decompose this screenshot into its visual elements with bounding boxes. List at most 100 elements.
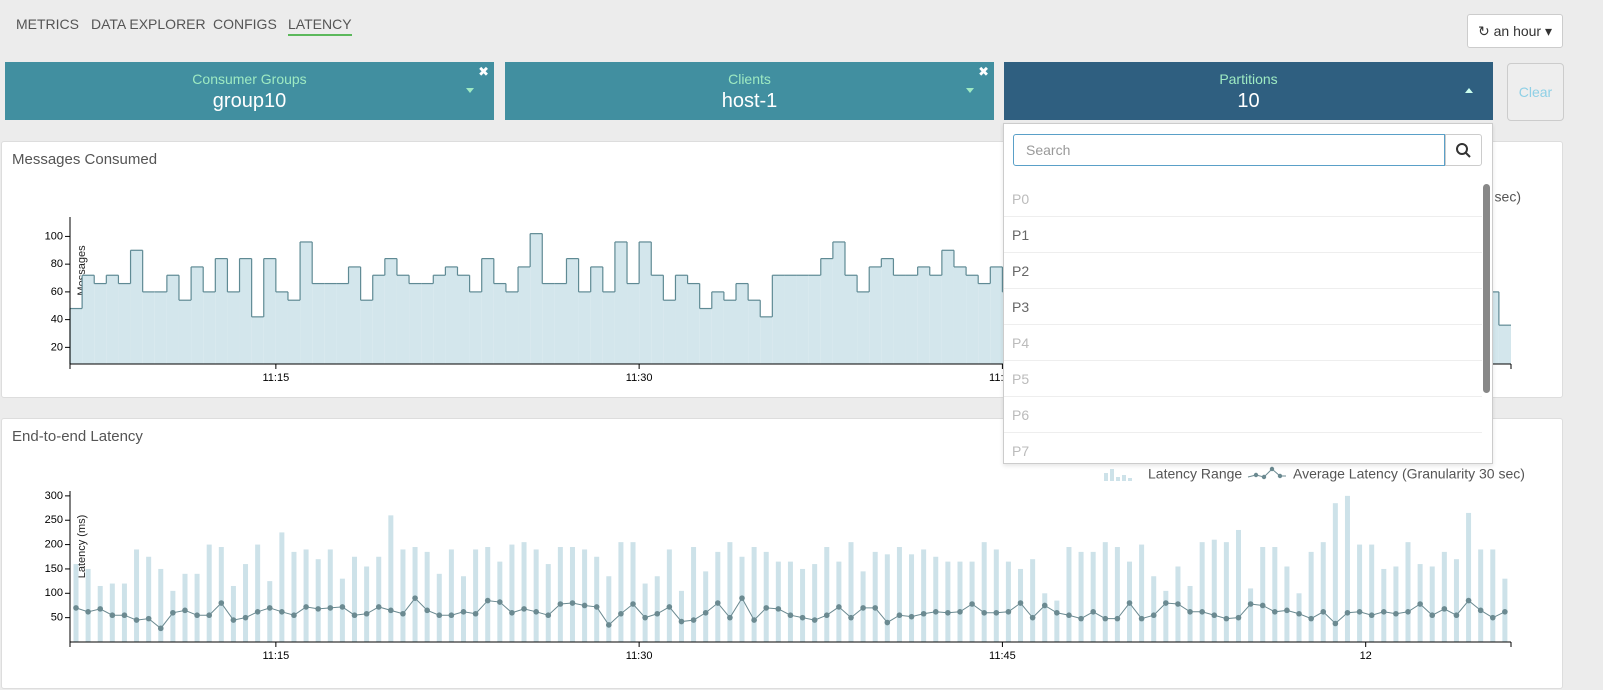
range-bar: [1042, 593, 1048, 642]
average-point: [690, 617, 697, 623]
average-point: [872, 605, 879, 611]
legend-icon: [1277, 473, 1283, 479]
average-point: [303, 604, 309, 610]
granularity-note: (Granularity 30 sec): [1402, 466, 1525, 482]
average-point: [1308, 615, 1314, 622]
area-step: [893, 275, 906, 364]
filter[interactable]: Partitions 10: [1004, 62, 1493, 120]
range-bar: [993, 549, 999, 642]
dropdown-item[interactable]: P3: [1004, 289, 1482, 325]
dropdown-item[interactable]: P4: [1004, 325, 1482, 361]
range-bar: [1393, 566, 1399, 642]
average-point: [182, 607, 188, 614]
average-point: [1332, 620, 1339, 627]
range-bar: [1453, 559, 1459, 642]
average-point: [1138, 615, 1145, 622]
range-bar: [424, 551, 430, 642]
dropdown-item[interactable]: P5: [1004, 361, 1482, 397]
search-button[interactable]: [1445, 134, 1482, 166]
range-bar: [545, 564, 551, 642]
area-step: [990, 266, 1003, 364]
dropdown-item[interactable]: P7: [1004, 433, 1482, 463]
area-step: [263, 258, 276, 364]
range-bar: [243, 564, 249, 642]
dropdown-item[interactable]: P2: [1004, 253, 1482, 289]
average-point: [1005, 609, 1012, 615]
scrollbar[interactable]: [1483, 184, 1490, 393]
filter-label: Partitions: [1219, 71, 1278, 87]
filter-close[interactable]: ✖: [978, 64, 989, 79]
dropdown-item[interactable]: P1: [1004, 217, 1482, 253]
legend-label: Average Latency: [1293, 466, 1398, 482]
filter-caret: [466, 88, 474, 93]
average-point: [727, 614, 733, 621]
y-tick-label: 40: [51, 314, 63, 326]
dropdown-item[interactable]: P6: [1004, 397, 1482, 433]
average-point: [1429, 612, 1436, 619]
average-point: [1356, 609, 1363, 615]
area-step: [505, 291, 519, 364]
average-point: [424, 607, 430, 614]
area-step: [820, 258, 833, 364]
y-tick-label: 100: [45, 587, 63, 599]
search-input[interactable]: Search: [1013, 134, 1445, 166]
range-bar: [194, 573, 200, 642]
range-bar: [303, 549, 309, 642]
area-step: [953, 266, 967, 364]
average-point: [739, 595, 745, 601]
area-step: [142, 291, 155, 364]
range-bar: [327, 549, 333, 642]
average-point: [775, 606, 782, 612]
nav-tab[interactable]: CONFIGS: [213, 16, 277, 32]
nav-tab[interactable]: DATA EXPLORER: [91, 16, 206, 32]
average-point: [388, 607, 394, 614]
area-step: [602, 291, 615, 364]
average-point: [509, 609, 515, 616]
average-point: [993, 609, 1000, 616]
range-bar: [691, 547, 697, 642]
range-bar: [412, 547, 418, 642]
time-range: an hour: [1493, 23, 1542, 39]
dropdown-item[interactable]: P0: [1004, 181, 1482, 217]
filter[interactable]: Clients host-1 ✖: [505, 62, 994, 120]
area-step: [566, 258, 579, 364]
average-point: [1417, 601, 1423, 607]
range-bar: [630, 542, 636, 642]
range-bar: [1441, 551, 1447, 642]
average-point: [497, 599, 503, 605]
area-step: [336, 283, 349, 364]
filter-close[interactable]: ✖: [478, 64, 489, 79]
range-bar: [509, 544, 515, 642]
average-point: [630, 601, 636, 607]
range-bar: [1066, 547, 1072, 642]
area-step: [784, 275, 797, 364]
nav-tab[interactable]: METRICS: [16, 16, 79, 32]
average-point: [787, 612, 794, 619]
filter[interactable]: Consumer Groups group10 ✖: [5, 62, 494, 120]
average-point: [1453, 612, 1460, 619]
range-bar: [1308, 551, 1314, 642]
clear-button[interactable]: Clear: [1507, 63, 1564, 121]
average-point: [848, 614, 854, 621]
nav-tab[interactable]: LATENCY: [288, 16, 352, 36]
area-step: [796, 275, 809, 364]
time-range-button[interactable]: ↻ an hour ▾: [1467, 14, 1563, 48]
y-tick-label: 300: [45, 490, 63, 502]
range-bar: [775, 561, 781, 642]
x-tick-label: 12: [1360, 650, 1372, 662]
area-step: [493, 283, 506, 364]
average-point: [1259, 602, 1266, 609]
range-bar: [1429, 566, 1435, 642]
area-step: [929, 275, 942, 364]
range-bar: [921, 549, 927, 642]
average-point: [545, 612, 552, 619]
area-step: [481, 258, 494, 364]
range-bar: [1320, 542, 1326, 642]
average-point: [702, 609, 709, 616]
average-point: [1054, 609, 1060, 616]
area-step: [433, 275, 446, 364]
average-point: [1163, 600, 1169, 606]
range-bar: [1114, 547, 1120, 642]
range-bar: [884, 554, 890, 642]
range-bar: [521, 542, 527, 642]
